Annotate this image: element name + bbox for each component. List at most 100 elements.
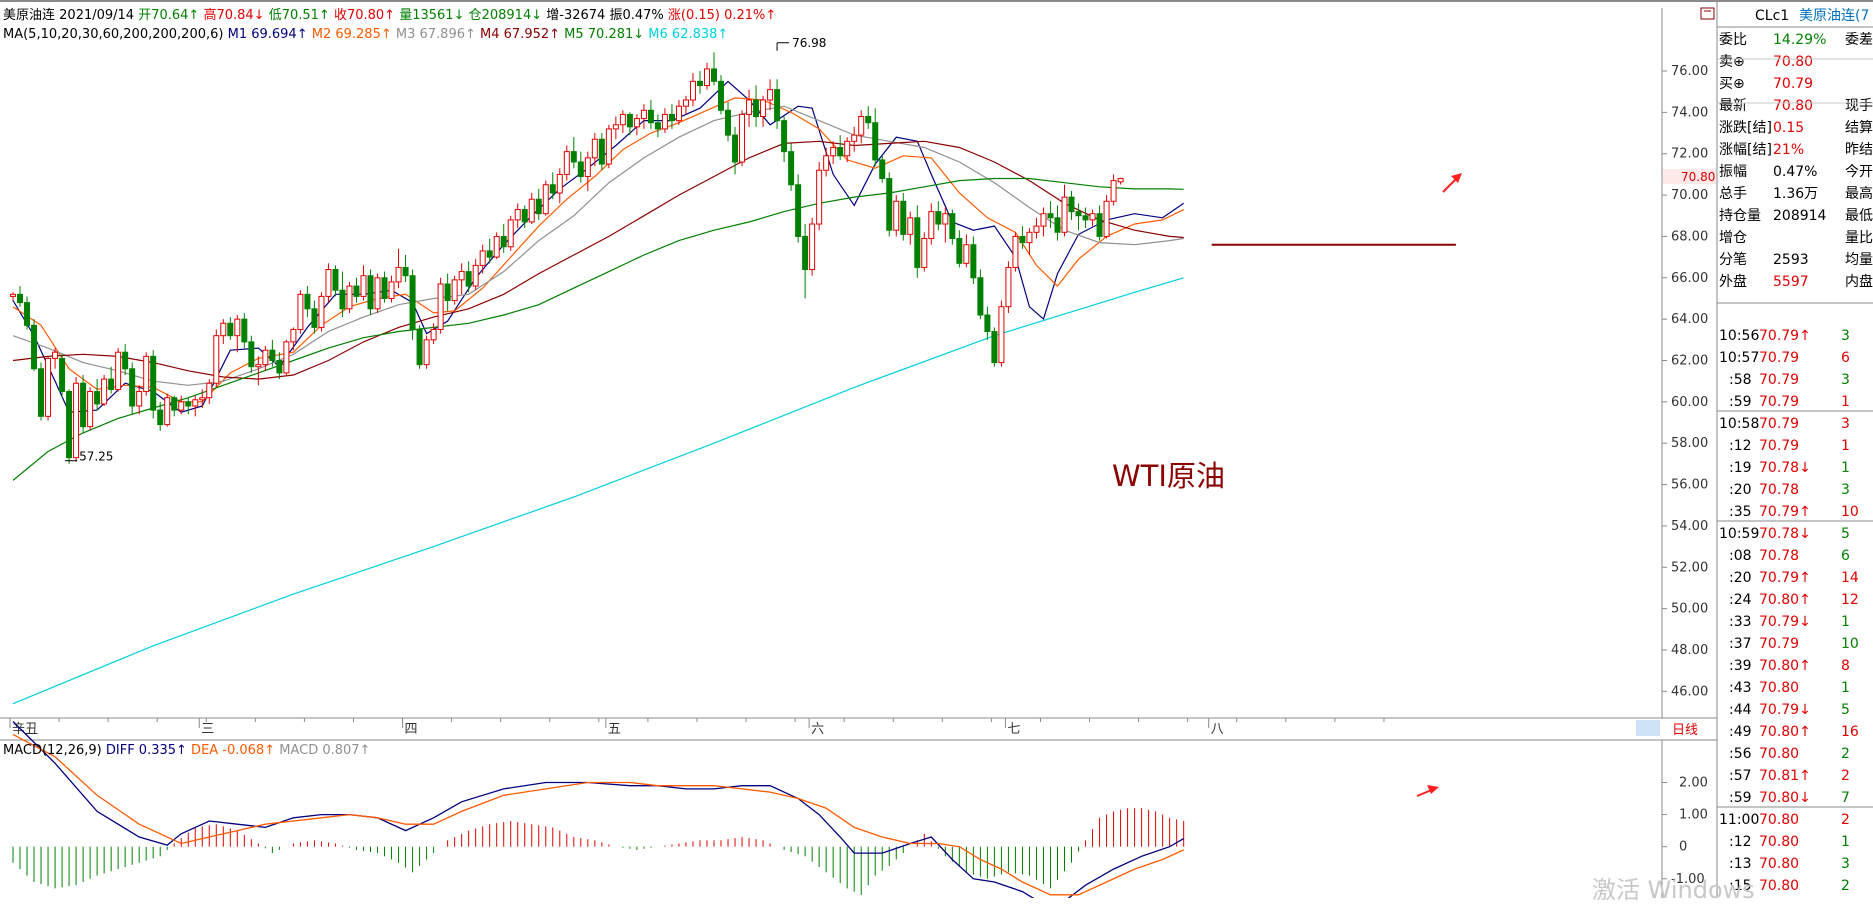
quote-label: 总手 — [1719, 186, 1747, 202]
candle-body — [598, 138, 605, 165]
price-tick-label: 50.00 — [1671, 602, 1708, 617]
tick-time: 10:58 — [1719, 416, 1759, 432]
diff-line — [12, 721, 1185, 898]
zoom-button[interactable] — [1700, 7, 1715, 20]
candle-body — [493, 235, 500, 258]
candle-body — [10, 293, 16, 297]
candle-body — [206, 382, 213, 399]
candle-body — [711, 68, 717, 82]
candle-body — [444, 283, 451, 302]
candle-body — [1103, 200, 1110, 237]
candle-body — [851, 134, 858, 142]
candle-body — [290, 328, 297, 343]
candle-body — [914, 217, 921, 268]
tick-price: 70.79↑ — [1759, 570, 1811, 586]
candle-body — [703, 68, 710, 86]
price-annotations: 76.98 57.25 — [65, 36, 826, 464]
quote-label: 增仓 — [1719, 230, 1747, 246]
quote-value: 70.80 — [1773, 54, 1813, 70]
candle-body — [451, 279, 458, 302]
candle-body — [563, 151, 570, 175]
candle-body — [304, 293, 311, 310]
tick-time: :49 — [1729, 724, 1752, 740]
candle-body — [802, 235, 809, 271]
last-price-marker: 70.80 — [1663, 169, 1716, 184]
price-tick-label: 60.00 — [1671, 395, 1708, 410]
month-label: 七 — [1007, 722, 1020, 737]
quote-label: 买⊕ — [1719, 76, 1745, 92]
price-tick-label: 74.00 — [1671, 105, 1708, 120]
candle-body — [661, 113, 668, 130]
candle-body — [150, 355, 157, 411]
high-price-label: 76.98 — [792, 36, 826, 50]
tick-volume: 2 — [1841, 746, 1850, 762]
tick-price: 70.80 — [1759, 878, 1799, 894]
tick-volume: 1 — [1841, 614, 1850, 630]
candle-body — [1054, 217, 1061, 233]
legend-item: 2021/09/14 — [55, 8, 134, 23]
candle-body — [402, 266, 409, 277]
candle-body — [1026, 231, 1033, 244]
quote-value: 70.80 — [1773, 98, 1813, 114]
legend-item: 量13561↓ — [395, 8, 464, 23]
candle-body — [725, 109, 732, 136]
tick-time: 10:56 — [1719, 328, 1759, 344]
legend-item: MACD 0.807↑ — [275, 743, 370, 758]
quote-extra: 均量 — [1845, 252, 1873, 268]
price-tick-label: 68.00 — [1671, 229, 1708, 244]
candle-body — [276, 359, 283, 374]
tick-price: 70.79 — [1759, 416, 1799, 432]
candle-body — [626, 113, 633, 128]
candle-body — [199, 397, 206, 401]
tick-volume: 6 — [1841, 350, 1850, 366]
month-label: 八 — [1211, 722, 1224, 737]
candle-body — [59, 357, 66, 393]
low-price-label: 57.25 — [79, 450, 113, 464]
uptrend-arrow-price — [1442, 173, 1462, 193]
tick-time: :59 — [1729, 790, 1752, 806]
candle-body — [388, 281, 395, 299]
tick-time: :59 — [1729, 394, 1752, 410]
candle-body — [458, 271, 465, 281]
candle-body — [1019, 235, 1026, 244]
candle-body — [38, 368, 45, 417]
tick-volume: 14 — [1841, 570, 1859, 586]
tick-volume: 2 — [1841, 878, 1850, 894]
candle-body — [178, 401, 185, 411]
tick-price: 70.79↑ — [1759, 328, 1811, 344]
candle-body — [395, 266, 402, 283]
tick-time: 11:00 — [1719, 812, 1759, 828]
candle-body — [668, 113, 675, 122]
tick-time: :33 — [1729, 614, 1752, 630]
tick-price: 70.78↓ — [1759, 526, 1811, 542]
candle-body — [45, 357, 52, 417]
candle-body — [865, 116, 872, 124]
quote-label: 涨幅[结] — [1719, 142, 1772, 158]
candle-body — [360, 275, 367, 297]
tick-price: 70.80↑ — [1759, 658, 1811, 674]
tick-time: :37 — [1729, 636, 1752, 652]
candle-body — [956, 237, 963, 264]
candle-body — [823, 155, 830, 171]
tick-time: :20 — [1729, 570, 1752, 586]
candle-body — [430, 328, 437, 341]
legend-item: DIFF 0.335↑ — [102, 743, 187, 758]
candle-body — [521, 209, 528, 223]
candle-body — [949, 213, 956, 239]
price-tick-label: 52.00 — [1671, 560, 1708, 575]
candle-body — [283, 341, 290, 374]
tick-volume: 1 — [1841, 680, 1850, 696]
candle-body — [423, 339, 430, 366]
tick-volume: 10 — [1841, 504, 1859, 520]
ma-line-M6 — [12, 277, 1184, 705]
tick-time: :57 — [1729, 768, 1752, 784]
candle-body — [837, 147, 844, 157]
candle-body — [682, 99, 689, 107]
legend-item: M4 67.952↑ — [476, 27, 560, 42]
dea-line — [12, 733, 1184, 896]
candle-body — [192, 399, 199, 407]
candle-body — [605, 128, 612, 165]
period-label[interactable]: 日线 — [1672, 723, 1698, 738]
